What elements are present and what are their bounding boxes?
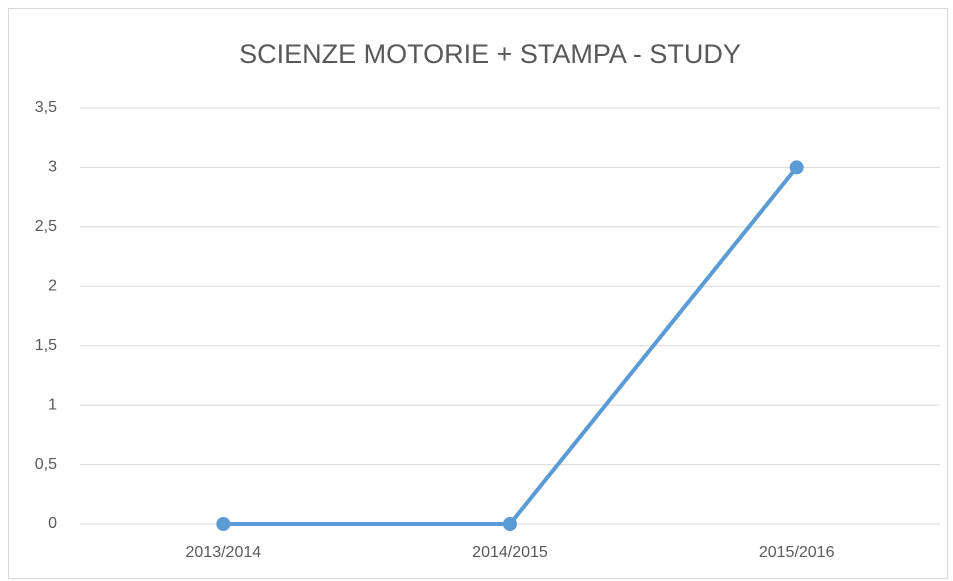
x-tick-label: 2013/2014 [186,544,262,561]
x-tick-label: 2014/2015 [472,544,548,561]
chart-border [8,8,948,579]
data-point [789,160,804,175]
y-tick-label: 1 [48,396,57,413]
y-tick-label: 2 [48,278,57,295]
y-tick-label: 3 [48,159,57,176]
y-tick-label: 0 [48,515,57,532]
y-tick-label: 1,5 [35,337,57,354]
data-point [216,517,231,531]
y-tick-label: 3,5 [35,99,57,116]
x-tick-label: 2015/2016 [759,544,835,561]
chart-title: SCIENZE MOTORIE + STAMPA - STUDY [239,39,741,69]
y-tick-label: 2,5 [35,218,57,235]
y-tick-label: 0,5 [35,456,57,473]
data-point [503,517,517,531]
